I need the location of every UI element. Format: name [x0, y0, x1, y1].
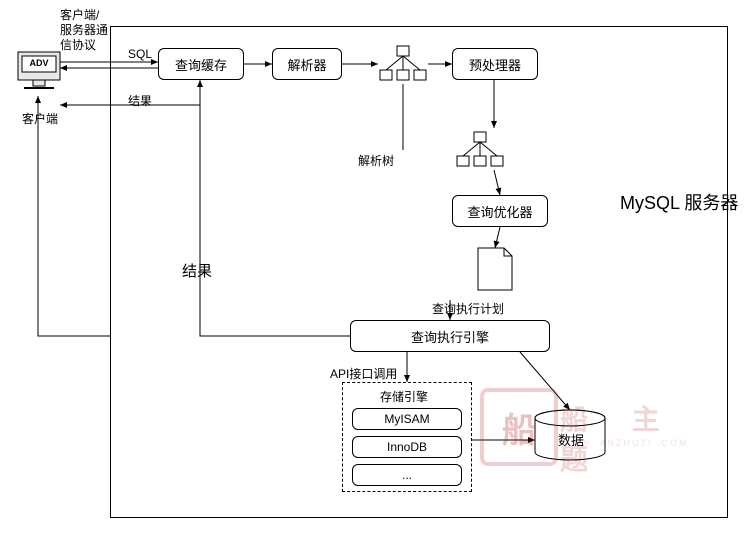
- edge-label-parse-tree: 解析树: [358, 152, 394, 169]
- client-protocol-label: 客户端/ 服务器通 信协议: [60, 8, 108, 53]
- storage-item-myisam: MyISAM: [352, 408, 462, 430]
- edge-label-sql: SQL: [128, 47, 152, 61]
- storage-item-more-label: ...: [402, 468, 412, 482]
- node-parser: 解析器: [272, 48, 342, 80]
- edge-label-result-short: 结果: [128, 92, 152, 109]
- edge-label-result-long: 结果: [182, 260, 212, 281]
- diagram-stage: ADV 客户端/ 服务器通 信协议 客户端 MySQL 服务器 查询缓存 解析器…: [0, 0, 745, 534]
- node-preprocessor: 预处理器: [452, 48, 538, 80]
- db-label: 数据: [558, 430, 584, 449]
- node-exec-engine-label: 查询执行引擎: [411, 327, 489, 346]
- svg-text:ADV: ADV: [29, 58, 48, 68]
- node-preprocessor-label: 预处理器: [469, 55, 521, 74]
- node-exec-engine: 查询执行引擎: [350, 320, 550, 352]
- storage-item-innodb: InnoDB: [352, 436, 462, 458]
- edge-label-exec-plan: 查询执行计划: [432, 300, 504, 317]
- storage-item-more: ...: [352, 464, 462, 486]
- client-caption: 客户端: [22, 110, 58, 127]
- edge-label-api-call: API接口调用: [330, 365, 397, 382]
- storage-item-innodb-label: InnoDB: [387, 440, 427, 454]
- storage-item-myisam-label: MyISAM: [384, 412, 429, 426]
- node-optimizer: 查询优化器: [452, 195, 548, 227]
- storage-title: 存储引擎: [380, 388, 428, 405]
- node-optimizer-label: 查询优化器: [467, 202, 532, 221]
- mysql-server-title: MySQL 服务器: [620, 190, 738, 217]
- node-query-cache: 查询缓存: [158, 48, 244, 80]
- node-parser-label: 解析器: [287, 55, 326, 74]
- node-query-cache-label: 查询缓存: [175, 55, 227, 74]
